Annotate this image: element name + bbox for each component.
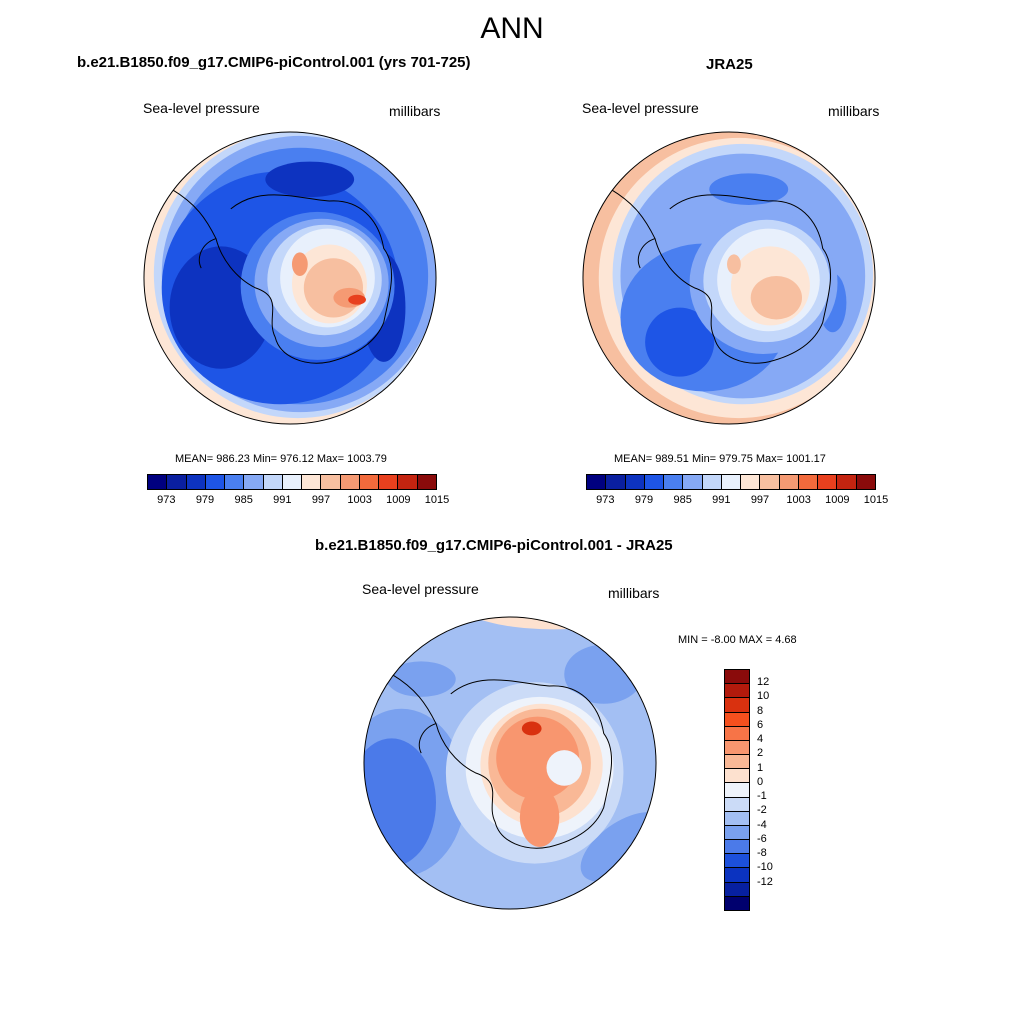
panel-2-units-label: millibars <box>828 103 880 119</box>
colorbar-swatch <box>721 475 742 489</box>
colorbar-tick-label: 4 <box>757 733 764 746</box>
colorbar-swatch <box>321 475 341 489</box>
colorbar-swatch <box>398 475 418 489</box>
colorbar-swatch <box>664 475 684 489</box>
panel-3-units-label: millibars <box>608 585 660 601</box>
colorbar-swatch <box>725 854 749 869</box>
panel-1-colorbar <box>147 474 437 490</box>
colorbar-swatch <box>167 475 187 489</box>
colorbar-swatch <box>725 797 749 812</box>
colorbar-swatch <box>606 475 626 489</box>
colorbar-swatch <box>702 475 722 489</box>
panel-1-variable-label: Sea-level pressure <box>143 100 260 116</box>
colorbar-tick-label: 985 <box>673 494 692 506</box>
colorbar-swatch <box>359 475 380 489</box>
colorbar-tick-label: 997 <box>311 494 331 506</box>
colorbar-tick-label: 2 <box>757 747 764 760</box>
colorbar-tick-label: -1 <box>757 790 767 803</box>
colorbar-tick-label: 6 <box>757 718 764 731</box>
panel-3-variable-label: Sea-level pressure <box>362 581 479 597</box>
colorbar-swatch <box>725 698 749 713</box>
colorbar-tick-label: -12 <box>757 875 773 888</box>
panel-2-title: JRA25 <box>706 56 753 73</box>
colorbar-swatch <box>148 475 168 489</box>
colorbar-swatch <box>340 475 360 489</box>
colorbar-tick-label: 991 <box>712 494 731 506</box>
colorbar-swatch <box>725 755 749 770</box>
colorbar-swatch <box>282 475 303 489</box>
colorbar-swatch <box>725 769 749 784</box>
panel-2-variable-label: Sea-level pressure <box>582 100 699 116</box>
colorbar-swatch <box>263 475 283 489</box>
colorbar-tick-label: 985 <box>234 494 253 506</box>
colorbar-swatch <box>818 475 838 489</box>
colorbar-swatch <box>725 712 749 727</box>
panel-3-title: b.e21.B1850.f09_g17.CMIP6-piControl.001 … <box>315 537 673 554</box>
colorbar-tick-label: 973 <box>157 494 176 506</box>
panel-3-stats: MIN = -8.00 MAX = 4.68 <box>678 634 797 646</box>
colorbar-swatch <box>417 475 436 489</box>
colorbar-tick-label: 0 <box>757 775 764 788</box>
colorbar-swatch <box>725 868 749 883</box>
colorbar-tick-label: 997 <box>750 494 770 506</box>
colorbar-swatch <box>725 684 749 699</box>
colorbar-tick-label: 10 <box>757 690 770 703</box>
colorbar-swatch <box>225 475 245 489</box>
colorbar-swatch <box>837 475 857 489</box>
colorbar-tick-label: 1015 <box>424 494 450 506</box>
panel-2-colorbar <box>586 474 876 490</box>
colorbar-tick-label: 1009 <box>386 494 411 506</box>
colorbar-swatch <box>725 896 749 910</box>
colorbar-tick-label: -4 <box>757 818 767 831</box>
colorbar-swatch <box>760 475 780 489</box>
colorbar-swatch <box>625 475 645 489</box>
colorbar-swatch <box>725 811 749 826</box>
colorbar-swatch <box>205 475 226 489</box>
figure-title: ANN <box>480 12 544 45</box>
colorbar-swatch <box>186 475 206 489</box>
colorbar-tick-label: -8 <box>757 847 767 860</box>
colorbar-swatch <box>725 740 749 756</box>
colorbar-swatch <box>725 726 749 741</box>
colorbar-tick-label: 1003 <box>347 494 372 506</box>
colorbar-swatch <box>741 475 761 489</box>
panel-2-stats: MEAN= 989.51 Min= 979.75 Max= 1001.17 <box>614 453 826 465</box>
colorbar-swatch <box>725 783 749 798</box>
panel-1-polar-map <box>143 131 437 425</box>
colorbar-tick-label: -10 <box>757 861 773 874</box>
colorbar-swatch <box>725 840 749 855</box>
colorbar-swatch <box>725 825 749 841</box>
colorbar-swatch <box>683 475 703 489</box>
colorbar-tick-label: -2 <box>757 804 767 817</box>
panel-3-colorbar <box>724 669 750 911</box>
colorbar-tick-label: 1015 <box>863 494 889 506</box>
panel-2-polar-map <box>582 131 876 425</box>
colorbar-tick-label: 991 <box>273 494 292 506</box>
colorbar-swatch <box>779 475 799 489</box>
colorbar-swatch <box>244 475 264 489</box>
colorbar-swatch <box>725 670 749 685</box>
colorbar-tick-label: 1 <box>757 761 764 774</box>
colorbar-tick-label: 979 <box>195 494 215 506</box>
panel-1-units-label: millibars <box>389 103 441 119</box>
colorbar-swatch <box>856 475 875 489</box>
colorbar-swatch <box>587 475 607 489</box>
colorbar-swatch <box>725 882 749 897</box>
colorbar-swatch <box>379 475 399 489</box>
panel-1-title: b.e21.B1850.f09_g17.CMIP6-piControl.001 … <box>77 54 471 71</box>
colorbar-tick-label: 973 <box>596 494 615 506</box>
colorbar-tick-label: -6 <box>757 832 767 845</box>
colorbar-tick-label: 1003 <box>786 494 811 506</box>
colorbar-tick-label: 12 <box>757 676 770 689</box>
colorbar-swatch <box>302 475 322 489</box>
colorbar-tick-label: 8 <box>757 704 764 717</box>
colorbar-tick-label: 979 <box>634 494 654 506</box>
panel-1-stats: MEAN= 986.23 Min= 976.12 Max= 1003.79 <box>175 453 387 465</box>
colorbar-swatch <box>644 475 665 489</box>
colorbar-swatch <box>798 475 819 489</box>
panel-3-polar-map <box>363 616 657 910</box>
colorbar-tick-label: 1009 <box>825 494 850 506</box>
